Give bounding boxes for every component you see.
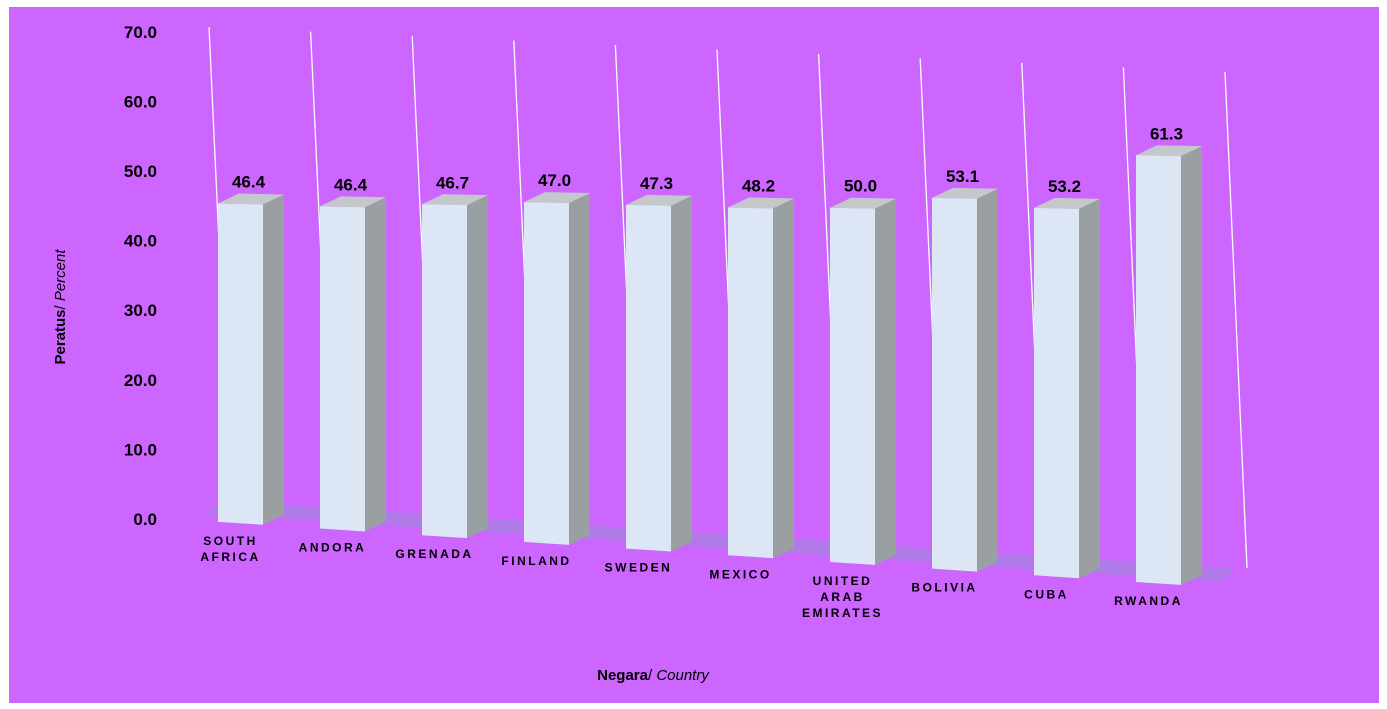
- value-label: 46.4: [232, 173, 266, 192]
- bar-top: [728, 197, 794, 209]
- bar-top: [320, 196, 386, 208]
- bar-side: [365, 197, 386, 532]
- value-label: 47.3: [640, 174, 673, 193]
- bar-top: [422, 194, 488, 206]
- y-tick-label: 20.0: [124, 371, 157, 390]
- category-label: GRENADA: [395, 547, 473, 561]
- bar-front: [932, 197, 977, 572]
- category-label: ANDORA: [299, 541, 367, 555]
- bar: [524, 192, 590, 545]
- bar-front: [626, 204, 671, 552]
- bar-top: [1136, 145, 1202, 157]
- y-tick-label: 50.0: [124, 162, 157, 181]
- category-label: UNITED ARAB EMIRATES: [802, 574, 883, 620]
- bar: [932, 187, 998, 572]
- value-label: 48.2: [742, 177, 775, 196]
- y-tick-label: 60.0: [124, 92, 157, 111]
- bar-front: [320, 206, 365, 532]
- y-tick-label: 70.0: [124, 23, 157, 42]
- bar: [1136, 145, 1202, 585]
- y-tick-label: 10.0: [124, 440, 157, 459]
- category-label: BOLIVIA: [911, 581, 977, 595]
- bar-side: [773, 198, 794, 559]
- bar-front: [1136, 155, 1181, 585]
- category-label: SOUTH AFRICA: [200, 534, 260, 564]
- bar-side: [467, 195, 488, 539]
- bar: [320, 196, 386, 532]
- bar: [1034, 197, 1100, 579]
- bar-side: [1181, 146, 1202, 585]
- bar-side: [671, 195, 692, 552]
- value-label: 46.7: [436, 173, 469, 192]
- bar-side: [875, 198, 896, 565]
- bar-top: [932, 187, 998, 199]
- bar: [830, 197, 896, 565]
- bar: [218, 193, 284, 525]
- y-axis-ticks: 0.0 10.0 20.0 30.0 40.0 50.0 60.0 70.0: [124, 23, 157, 529]
- category-label: SWEDEN: [605, 561, 673, 575]
- y-tick-label: 0.0: [133, 510, 157, 529]
- bar-top: [524, 192, 590, 204]
- bar-side: [569, 193, 590, 545]
- value-label: 50.0: [844, 177, 877, 196]
- value-label: 61.3: [1150, 124, 1183, 143]
- value-label: 46.4: [334, 175, 368, 194]
- bar: [728, 197, 794, 559]
- bar-front: [218, 203, 263, 525]
- bar-chart: 46.4 46.4 46.7 47.0 47.3 48.2 50.0 53.1 53.2 61.3…: [52, 23, 1248, 684]
- bar-side: [1079, 198, 1100, 579]
- bar-top: [218, 193, 284, 205]
- bar-front: [422, 204, 467, 539]
- bar-top: [830, 197, 896, 209]
- value-label: 53.2: [1048, 177, 1081, 196]
- y-axis-title: Peratus/ Percent: [52, 249, 69, 365]
- bar: [626, 194, 692, 552]
- value-label: 53.1: [946, 167, 979, 186]
- x-axis-title: Negara/ Country: [597, 667, 710, 684]
- bar-front: [830, 207, 875, 565]
- bar-front: [728, 207, 773, 559]
- value-label: 47.0: [538, 171, 571, 190]
- category-label: FINLAND: [501, 554, 571, 568]
- bar-front: [524, 202, 569, 545]
- y-tick-label: 30.0: [124, 301, 157, 320]
- bar-top: [626, 194, 692, 206]
- category-label: RWANDA: [1114, 594, 1183, 608]
- bar-top: [1034, 197, 1100, 209]
- category-labels: SOUTH AFRICA ANDORA GRENADA FINLAND SWEDEN MEX…: [200, 534, 1183, 620]
- bar-front: [1034, 207, 1079, 579]
- bar-side: [263, 194, 284, 525]
- y-tick-label: 40.0: [124, 232, 157, 251]
- gridline: [1224, 71, 1248, 568]
- category-label: CUBA: [1024, 587, 1069, 601]
- category-label: MEXICO: [709, 567, 771, 581]
- chart-area: 46.4 46.4 46.7 47.0 47.3 48.2 50.0 53.1 53.2 61.3…: [9, 7, 1379, 703]
- bar: [422, 194, 488, 539]
- bar-side: [977, 188, 998, 572]
- value-labels: 46.4 46.4 46.7 47.0 47.3 48.2 50.0 53.1 53.2 61.3: [232, 124, 1183, 196]
- bars: [218, 145, 1202, 585]
